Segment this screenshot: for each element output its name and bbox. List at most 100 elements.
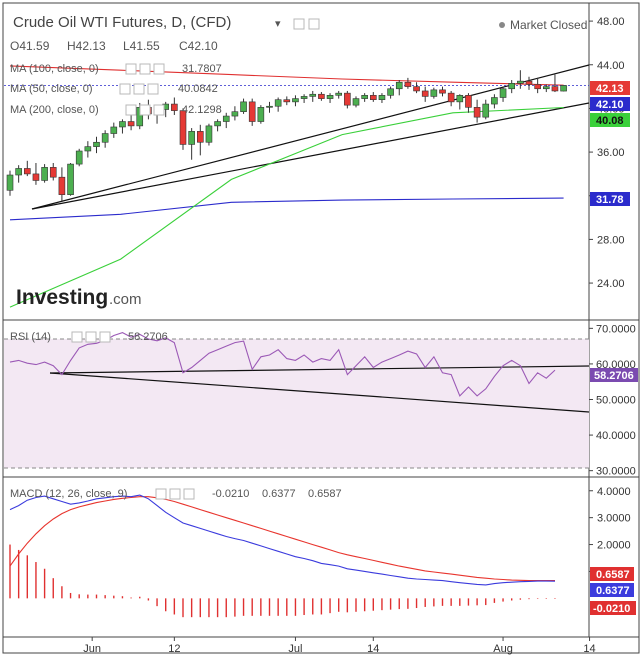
ma50-label[interactable]: MA (50, close, 0) xyxy=(10,83,93,95)
ohlc-high: H42.13 xyxy=(67,39,106,53)
candle-body xyxy=(231,111,239,117)
candle-body xyxy=(525,80,533,85)
rsi-band xyxy=(4,339,589,468)
tag-macd-text: 0.6377 xyxy=(596,585,630,597)
price-tick-label: 36.00 xyxy=(597,147,625,159)
time-tick-label: Aug xyxy=(493,643,513,655)
candle-body xyxy=(171,103,178,111)
candle-body xyxy=(110,126,118,134)
ma200-label[interactable]: MA (200, close, 0) xyxy=(10,104,99,116)
tag-macd xyxy=(590,583,634,597)
time-tick-label: Jun xyxy=(83,643,101,655)
candle-body xyxy=(75,150,83,165)
investing-logo: Investing xyxy=(16,286,108,309)
tag-macd-signal-text: 0.6587 xyxy=(596,569,630,581)
candle-body xyxy=(508,83,516,90)
close-icon[interactable] xyxy=(153,104,165,116)
candle-body xyxy=(41,167,48,181)
tag-close xyxy=(590,97,630,111)
price-tick-label: 48.00 xyxy=(597,16,625,28)
candle-body xyxy=(214,121,221,127)
gear-icon[interactable] xyxy=(308,18,320,30)
gear-icon[interactable] xyxy=(139,63,151,75)
candle-body xyxy=(6,174,14,191)
rsi-tick-label: 30.0000 xyxy=(596,466,636,478)
time-tick-label: 14 xyxy=(583,643,595,655)
price-tick-label: 44.00 xyxy=(597,60,625,72)
ma100-label[interactable]: MA (100, close, 0) xyxy=(10,63,99,75)
eye-icon[interactable] xyxy=(71,331,83,343)
tag-high xyxy=(590,81,630,95)
settings-icon[interactable] xyxy=(293,18,305,30)
candle-body xyxy=(197,131,204,143)
axes: 48.0044.0040.0036.0032.0028.0024.0070.00… xyxy=(83,16,635,655)
rsi-tick-label: 60.0000 xyxy=(596,359,636,371)
candle-body xyxy=(551,86,559,92)
macd-signal-line xyxy=(9,496,555,582)
gear-icon[interactable] xyxy=(85,331,97,343)
candlesticks xyxy=(6,70,567,202)
tag-rsi-text: 58.2706 xyxy=(594,370,634,382)
candle-body xyxy=(560,85,567,92)
candle-body xyxy=(205,125,213,143)
candle-body xyxy=(49,167,57,178)
candle-body xyxy=(387,88,394,96)
eye-icon[interactable] xyxy=(155,488,167,500)
price-tick-label: 28.00 xyxy=(597,234,625,246)
ma50-value: 40.0842 xyxy=(178,83,218,95)
candle-body xyxy=(352,98,360,106)
rsi-label[interactable]: RSI (14) xyxy=(10,331,51,343)
candle-body xyxy=(499,88,507,98)
candle-body xyxy=(404,81,412,87)
ma200-line xyxy=(9,65,564,86)
gear-icon[interactable] xyxy=(169,488,181,500)
tag-ma50 xyxy=(590,113,630,127)
rsi-lower-trendline[interactable] xyxy=(49,372,590,413)
close-icon[interactable] xyxy=(99,331,111,343)
moving-averages xyxy=(4,65,589,308)
candle-body xyxy=(283,99,291,103)
candle-body xyxy=(93,141,100,147)
eye-icon[interactable] xyxy=(125,63,137,75)
eye-icon[interactable] xyxy=(119,83,131,95)
market-status: Market Closed xyxy=(510,18,587,32)
macd-tick-label: 3.0000 xyxy=(597,513,631,525)
chevron-down-icon[interactable]: ▾ xyxy=(275,18,281,30)
candle-body xyxy=(318,93,325,99)
macd-signal-value: 0.6587 xyxy=(308,488,342,500)
macd-line xyxy=(9,494,556,586)
wedge-upper-trendline[interactable] xyxy=(31,64,590,210)
wedge-lower-trendline[interactable] xyxy=(31,102,590,210)
candle-body xyxy=(222,115,230,122)
tag-macd-hist-text: -0.0210 xyxy=(593,603,630,615)
candle-body xyxy=(395,81,403,90)
macd-label[interactable]: MACD (12, 26, close, 9) xyxy=(10,488,127,500)
candle-body xyxy=(447,92,455,103)
candle-body xyxy=(127,121,135,127)
candle-body xyxy=(309,93,317,97)
candle-body xyxy=(188,131,195,145)
candle-body xyxy=(274,99,282,107)
ma200-value: 42.1298 xyxy=(182,104,222,116)
close-icon[interactable] xyxy=(147,83,159,95)
candle-body xyxy=(266,105,273,108)
time-tick-label: 14 xyxy=(367,643,379,655)
rsi-upper-trendline[interactable] xyxy=(49,365,590,374)
candle-body xyxy=(292,98,299,103)
candle-body xyxy=(517,80,524,84)
tag-high-text: 42.13 xyxy=(596,83,624,95)
eye-icon[interactable] xyxy=(125,104,137,116)
candle-body xyxy=(15,168,22,176)
close-icon[interactable] xyxy=(183,488,195,500)
candle-body xyxy=(300,96,308,99)
market-status-dot xyxy=(499,22,505,28)
candle-body xyxy=(413,86,420,92)
gear-icon[interactable] xyxy=(133,83,145,95)
rsi-value: 58.2706 xyxy=(128,331,168,343)
gear-icon[interactable] xyxy=(139,104,151,116)
close-icon[interactable] xyxy=(153,63,165,75)
macd-tick-label: 4.0000 xyxy=(597,486,631,498)
candle-body xyxy=(23,168,31,175)
macd-tick-label: 2.0000 xyxy=(597,540,631,552)
